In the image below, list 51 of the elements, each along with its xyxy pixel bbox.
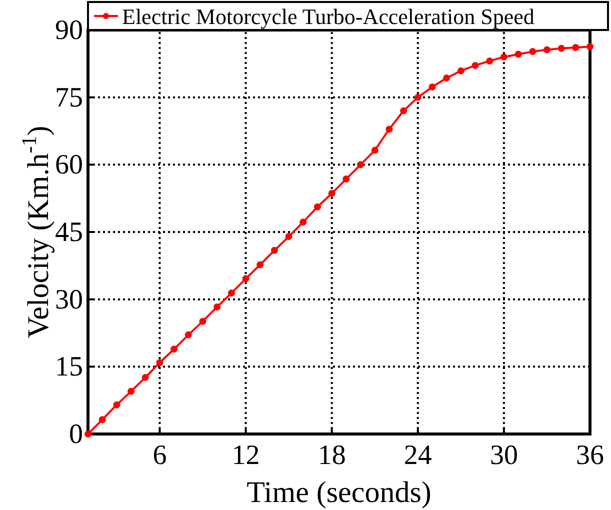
point	[386, 126, 393, 133]
x-tick-label: 18	[318, 440, 346, 471]
point	[342, 176, 350, 183]
y-tick-label: 15	[55, 352, 83, 383]
y-tick-label: 60	[55, 150, 83, 181]
point	[472, 62, 479, 69]
point	[328, 190, 336, 197]
x-tick-label: 24	[404, 440, 432, 471]
point	[128, 388, 135, 395]
point	[98, 416, 106, 424]
x-tick-label: 12	[232, 440, 260, 471]
point	[357, 161, 364, 168]
point	[270, 246, 278, 254]
y-tick-label: 30	[55, 284, 83, 316]
point	[371, 146, 378, 154]
point	[113, 401, 120, 408]
x-tick-label: 6	[152, 440, 167, 471]
y-tick-label: 0	[69, 419, 83, 450]
point	[443, 74, 450, 82]
point	[457, 67, 464, 74]
point	[228, 290, 235, 297]
point	[256, 261, 264, 268]
point	[242, 275, 250, 282]
point	[400, 107, 408, 114]
point	[558, 44, 565, 52]
y-tick-label: 75	[55, 82, 83, 114]
point	[199, 318, 206, 325]
point	[84, 430, 92, 438]
point	[214, 303, 221, 310]
point	[500, 53, 508, 60]
point	[300, 218, 307, 226]
point	[142, 374, 149, 381]
point	[543, 46, 550, 54]
x-tick-label: 30	[490, 440, 518, 471]
point	[486, 57, 494, 64]
point	[572, 44, 580, 52]
point	[156, 359, 164, 366]
point	[414, 94, 422, 101]
point	[184, 331, 192, 338]
x-axis-title: Time (seconds)	[246, 476, 432, 509]
point	[314, 203, 321, 210]
y-tick-label: 90	[55, 15, 83, 46]
point	[586, 43, 594, 50]
y-tick-label: 45	[55, 217, 83, 248]
point	[529, 48, 536, 56]
point	[170, 346, 178, 353]
point	[514, 50, 522, 58]
x-tick-label: 36	[576, 440, 604, 471]
point	[428, 84, 436, 91]
point	[285, 232, 292, 240]
legend-label: Electric Motorcycle Turbo-Acceleration Speed	[122, 4, 534, 29]
